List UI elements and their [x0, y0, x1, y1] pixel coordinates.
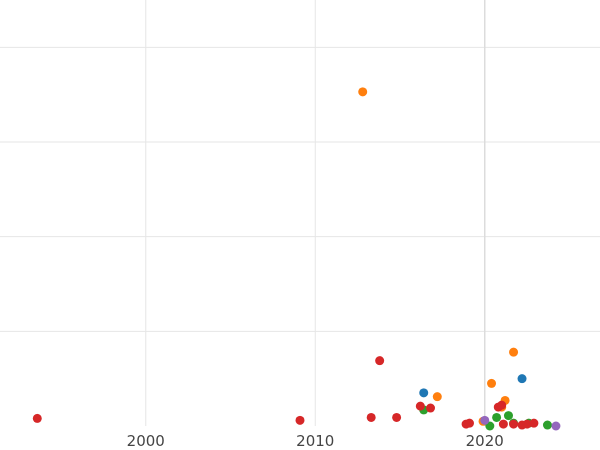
data-point-s3-5 — [415, 401, 425, 411]
data-point-s3-0 — [32, 413, 42, 423]
x-tick-label-1: 2010 — [296, 432, 334, 450]
data-point-s2-2 — [492, 412, 502, 422]
data-point-s3-11 — [498, 419, 508, 429]
x-axis-ticks: 2000 2010 2020 — [127, 432, 504, 450]
data-point-s3-10 — [497, 400, 507, 410]
x-tick-label-0: 2000 — [127, 432, 165, 450]
data-point-s3-1 — [295, 415, 305, 425]
data-point-s3-8 — [464, 418, 474, 428]
data-point-s3-12 — [509, 419, 519, 429]
data-point-s1-0 — [358, 87, 368, 97]
x-tick-label-2: 2020 — [466, 432, 504, 450]
data-point-s0-1 — [517, 374, 527, 384]
data-point-s4-1 — [551, 421, 561, 431]
data-point-s3-4 — [375, 356, 385, 366]
data-point-s3-14 — [522, 419, 532, 429]
data-point-s1-2 — [487, 378, 497, 388]
data-point-s3-3 — [392, 412, 402, 422]
data-point-s3-15 — [529, 418, 539, 428]
data-points — [32, 87, 561, 431]
grid — [0, 0, 600, 426]
data-point-s3-6 — [426, 403, 436, 413]
data-point-s2-1 — [503, 411, 513, 421]
data-point-s4-0 — [480, 415, 490, 425]
data-point-s2-4 — [542, 420, 552, 430]
data-point-s0-0 — [419, 388, 429, 398]
data-point-s3-2 — [366, 412, 376, 422]
data-point-s1-1 — [509, 347, 519, 357]
data-point-s1-3 — [432, 392, 442, 402]
